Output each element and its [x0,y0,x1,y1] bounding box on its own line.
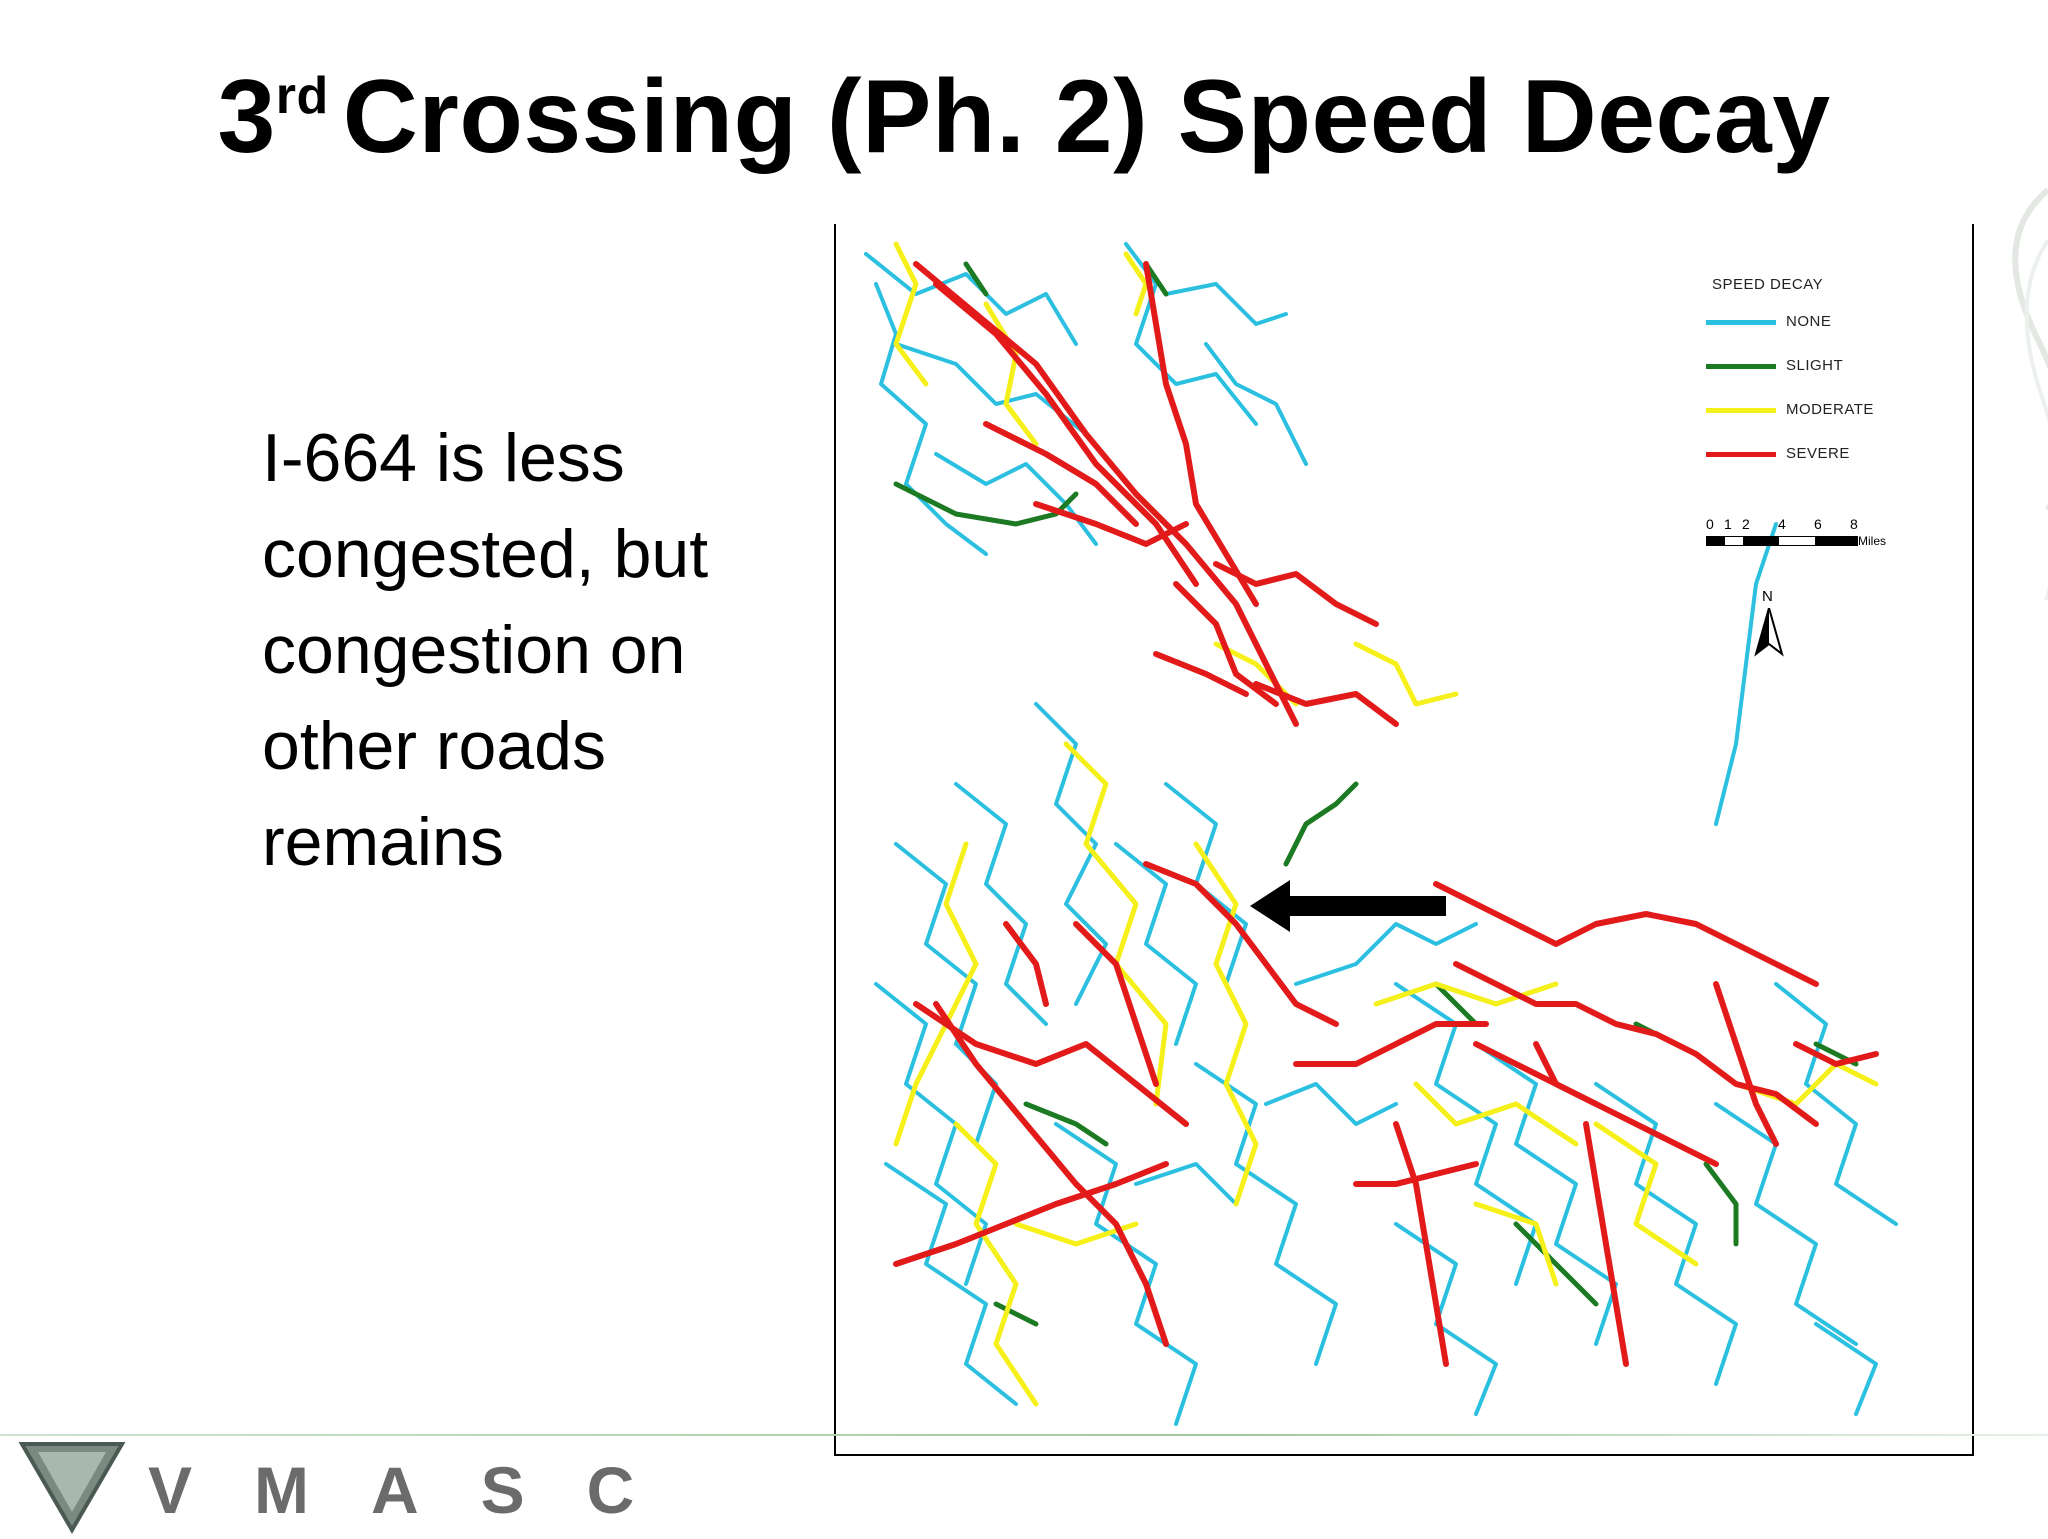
legend-title: SPEED DECAY [1712,276,1824,293]
scale-seg [1743,537,1779,545]
roads-severe [893,261,1879,1367]
scale-tick: 6 [1814,516,1822,532]
scale-tick: 0 [1706,516,1714,532]
scale-tick: 4 [1778,516,1786,532]
legend-swatch-moderate [1706,408,1776,413]
vmasc-logo: VMASC [18,1438,638,1534]
legend-swatch-none [1706,320,1776,325]
legend-label-severe: SEVERE [1786,445,1850,462]
scale-seg [1815,537,1857,545]
speed-decay-map: SPEED DECAY NONE SLIGHT MODERATE SEVERE … [834,224,1974,1456]
legend-label-moderate: MODERATE [1786,401,1874,418]
slide-title: 3rd Crossing (Ph. 2) Speed Decay [217,59,1831,175]
north-arrow-icon: N [1754,588,1784,658]
legend-label-none: NONE [1786,313,1832,330]
legend-label-slight: SLIGHT [1786,357,1844,374]
scale-bar: 0 1 2 4 6 8 Miles [1706,516,1916,566]
vmasc-logo-text: VMASC [148,1453,697,1527]
road-network [864,241,1898,1426]
vmasc-triangle-icon [18,1442,126,1534]
legend-swatch-severe [1706,452,1776,457]
left-arrow-icon [1250,878,1450,934]
north-label: N [1762,588,1773,605]
bullet-text: I-664 is less congested, but congestion … [262,420,709,880]
scale-seg [1707,537,1725,545]
footer-divider [0,1434,2048,1436]
scale-tick: 1 [1724,516,1732,532]
scale-tick: 8 [1850,516,1858,532]
scale-bar-graphic [1706,536,1858,546]
roads-moderate [893,241,1879,1407]
scale-tick: 2 [1742,516,1750,532]
legend-swatch-slight [1706,364,1776,369]
decorative-swirl [2012,187,2048,601]
scale-unit: Miles [1858,534,1887,548]
